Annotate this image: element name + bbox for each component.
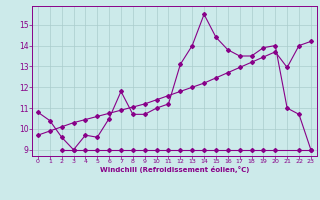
X-axis label: Windchill (Refroidissement éolien,°C): Windchill (Refroidissement éolien,°C) [100,166,249,173]
